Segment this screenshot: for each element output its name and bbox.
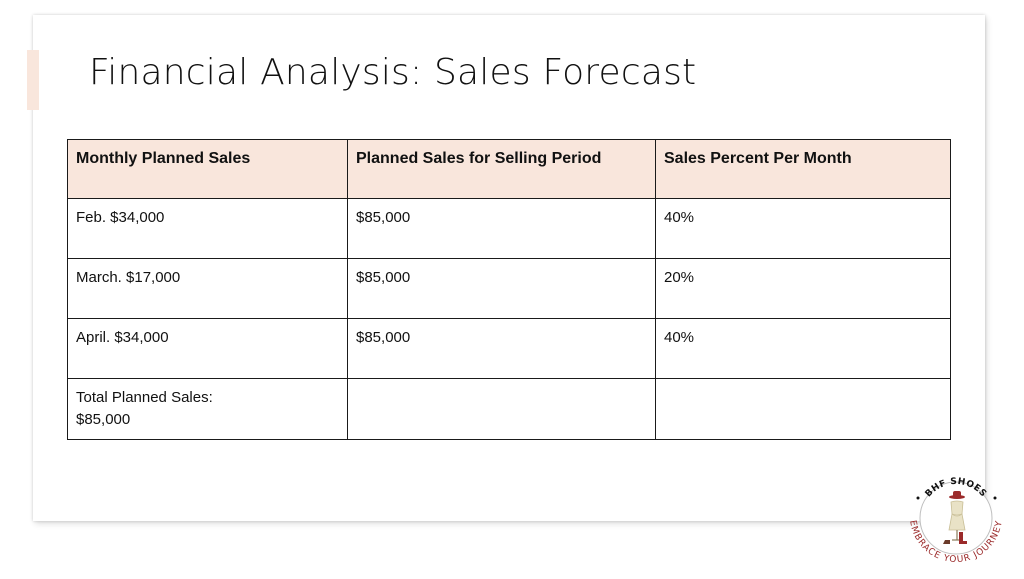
boot-icon bbox=[959, 532, 967, 544]
title-accent-bar bbox=[27, 50, 39, 110]
table-header-row: Monthly Planned Sales Planned Sales for … bbox=[67, 139, 951, 199]
table-row: March. $17,000 $85,000 20% bbox=[67, 258, 951, 319]
cell-monthly-sales: Feb. $34,000 bbox=[67, 198, 348, 259]
header-planned-sales-selling-period: Planned Sales for Selling Period bbox=[347, 139, 656, 199]
shoe-icon bbox=[943, 540, 950, 544]
cell-period-sales: $85,000 bbox=[347, 198, 656, 259]
cell-percent: 40% bbox=[655, 318, 951, 379]
table-row: April. $34,000 $85,000 40% bbox=[67, 318, 951, 379]
total-value: $85,000 bbox=[76, 411, 131, 428]
table-row: Feb. $34,000 $85,000 40% bbox=[67, 198, 951, 259]
cell-percent: 40% bbox=[655, 198, 951, 259]
header-sales-percent-per-month: Sales Percent Per Month bbox=[655, 139, 951, 199]
cell-empty bbox=[347, 378, 656, 440]
cell-period-sales: $85,000 bbox=[347, 258, 656, 319]
sales-forecast-table: Monthly Planned Sales Planned Sales for … bbox=[67, 139, 951, 440]
cell-empty bbox=[655, 378, 951, 440]
bhf-shoes-logo: BHF SHOES EMBRACE YOUR JOURNEY bbox=[902, 470, 1010, 574]
cell-total-planned-sales: Total Planned Sales: $85,000 bbox=[67, 378, 348, 440]
table-total-row: Total Planned Sales: $85,000 bbox=[67, 378, 951, 440]
header-monthly-planned-sales: Monthly Planned Sales bbox=[67, 139, 348, 199]
cell-monthly-sales: April. $34,000 bbox=[67, 318, 348, 379]
dress-form-icon bbox=[950, 500, 964, 516]
cell-monthly-sales: March. $17,000 bbox=[67, 258, 348, 319]
logo-mark: BHF SHOES EMBRACE YOUR JOURNEY bbox=[907, 477, 1004, 565]
total-label: Total Planned Sales: bbox=[76, 389, 213, 406]
cell-period-sales: $85,000 bbox=[347, 318, 656, 379]
slide-title: Financial Analysis: Sales Forecast bbox=[89, 52, 697, 93]
cell-percent: 20% bbox=[655, 258, 951, 319]
